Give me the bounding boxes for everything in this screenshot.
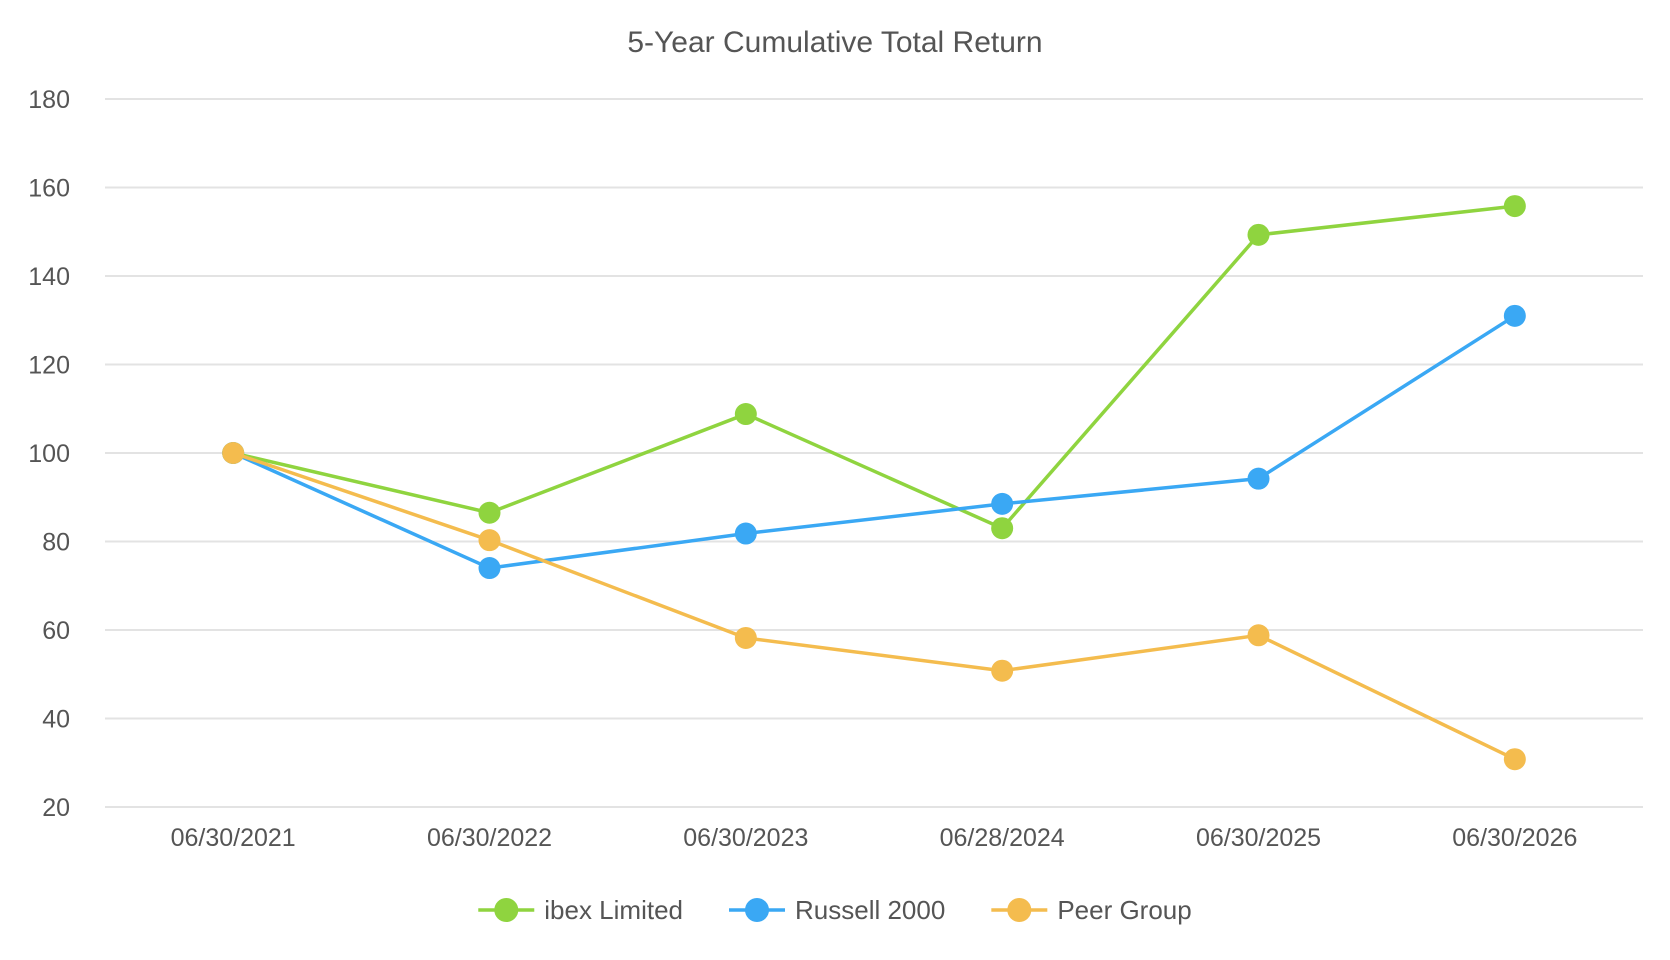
series-line [231,204,1517,530]
legend: ibex Limited Russell 2000 Peer Group [478,895,1192,925]
y-tick-label: 20 [42,794,70,822]
data-point[interactable] [734,626,757,649]
y-axis: 180 160 140 120 100 80 60 40 20 [28,86,70,822]
x-tick-label: 06/30/2021 [171,824,296,852]
legend-marker [745,898,770,922]
legend-label: ibex Limited [544,895,683,925]
legend-item-ibex-limited[interactable]: ibex Limited [478,895,683,925]
y-tick-label: 160 [28,175,70,203]
data-point[interactable] [1503,748,1526,771]
chart-title: 5-Year Cumulative Total Return [627,26,1042,59]
data-point[interactable] [222,442,245,464]
data-point[interactable] [478,501,501,524]
x-tick-label: 06/30/2023 [683,824,808,852]
data-point[interactable] [1247,624,1270,647]
series-line [231,314,1517,570]
data-point[interactable] [991,659,1014,682]
legend-marker [1007,898,1032,922]
gridlines [105,98,1643,808]
series-peer-group [222,442,1526,771]
series-line [231,451,1517,761]
legend-item-peer-group[interactable]: Peer Group [991,895,1192,925]
y-tick-label: 100 [28,440,70,468]
legend-marker [494,898,519,922]
data-point[interactable] [478,557,501,580]
data-point[interactable] [478,529,501,552]
x-tick-label: 06/30/2022 [427,824,552,852]
data-point[interactable] [734,522,757,545]
data-point[interactable] [734,403,757,426]
y-tick-label: 120 [28,352,70,380]
series-ibex-limited [222,195,1526,540]
y-tick-label: 140 [28,263,70,291]
y-tick-label: 180 [28,86,70,114]
data-point[interactable] [991,492,1014,515]
x-tick-label: 06/30/2026 [1452,824,1577,852]
x-tick-label: 06/28/2024 [940,824,1065,852]
x-axis: 06/30/2021 06/30/2022 06/30/2023 06/28/2024… [171,824,1578,852]
y-tick-label: 40 [42,706,70,734]
legend-label: Peer Group [1057,895,1191,925]
data-point[interactable] [1247,467,1270,490]
legend-label: Russell 2000 [795,895,945,925]
data-point[interactable] [991,517,1014,540]
series-russell-2000 [222,304,1526,580]
data-point[interactable] [1503,304,1526,327]
x-tick-label: 06/30/2025 [1196,824,1321,852]
y-tick-label: 60 [42,617,70,645]
y-tick-label: 80 [42,529,70,557]
data-point[interactable] [1247,223,1270,246]
series-layer [222,195,1526,771]
data-point[interactable] [1503,195,1526,218]
legend-item-russell-2000[interactable]: Russell 2000 [729,895,945,925]
